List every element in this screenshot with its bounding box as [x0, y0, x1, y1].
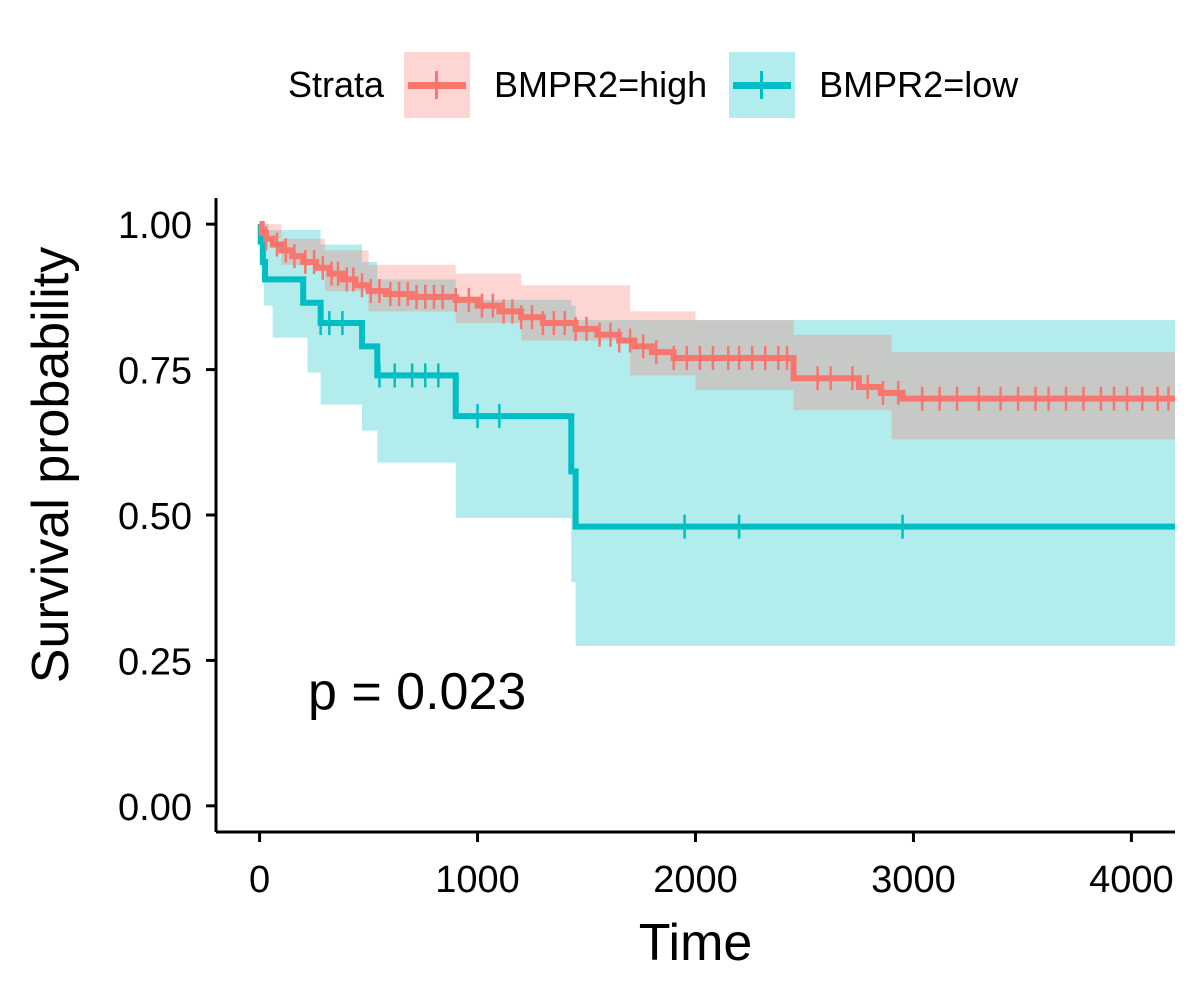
legend-title: Strata [288, 64, 385, 105]
x-tick-label: 0 [249, 859, 270, 901]
legend: Strata BMPR2=high BMPR2=low [288, 50, 1040, 120]
y-tick-label: 1.00 [118, 205, 192, 247]
x-tick-label: 4000 [1089, 859, 1174, 901]
y-tick-label: 0.75 [118, 351, 192, 393]
axes: 0 1000 2000 3000 4000 0.00 0.25 0.50 0.75 1.00 Tim… [22, 198, 1175, 972]
x-tick-label: 3000 [871, 859, 956, 901]
confidence-band-low [259, 224, 1175, 646]
y-tick-label: 0.50 [118, 496, 192, 538]
legend-label-high: BMPR2=high [494, 64, 708, 105]
legend-label-low: BMPR2=low [819, 64, 1019, 105]
confidence-band-high [259, 224, 1175, 440]
y-axis-title: Survival probability [22, 247, 80, 683]
legend-key-low [729, 52, 796, 118]
legend-item-low: BMPR2=low [729, 52, 1018, 118]
x-axis-title: Time [639, 914, 753, 972]
y-tick-label: 0.00 [118, 787, 192, 829]
y-tick-label: 0.25 [118, 641, 192, 683]
censor-marks [264, 226, 1170, 539]
p-value-annotation: p = 0.023 [308, 663, 527, 721]
legend-item-high: BMPR2=high [404, 52, 707, 118]
confidence-bands [259, 224, 1175, 646]
legend-key-high [404, 52, 471, 118]
x-tick-label: 1000 [435, 859, 520, 901]
x-tick-label: 2000 [653, 859, 738, 901]
